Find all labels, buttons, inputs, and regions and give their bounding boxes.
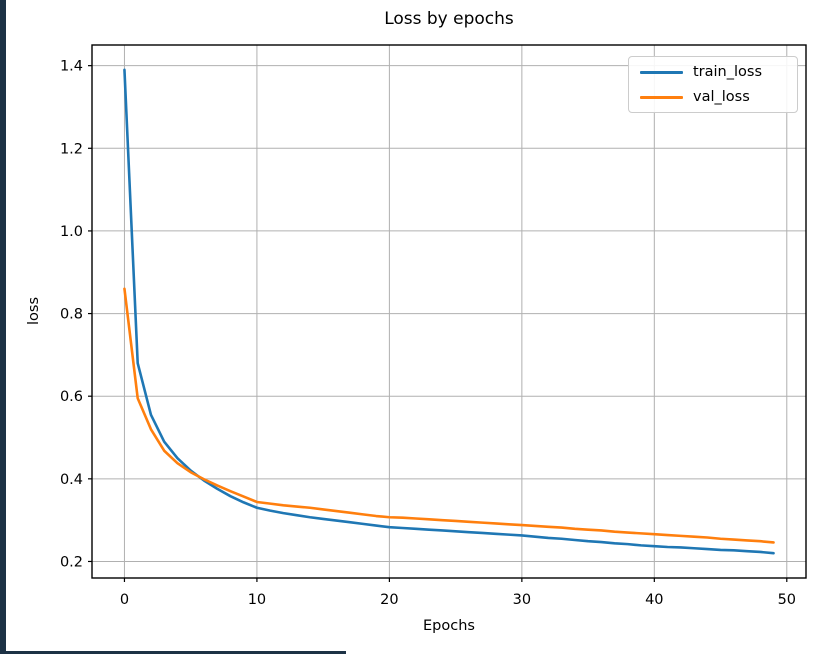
svg-text:0.6: 0.6 [60,389,83,405]
train-loss-line-icon [640,70,683,74]
svg-text:1.2: 1.2 [60,141,83,157]
window-edge-bottom [0,651,346,654]
legend-label-train-loss: train_loss [693,64,763,80]
chart-title: Loss by epochs [384,9,514,29]
svg-text:0.2: 0.2 [60,554,83,570]
svg-text:1.4: 1.4 [60,59,83,75]
legend-label-val-loss: val_loss [693,89,750,105]
window-edge-left [0,0,6,654]
svg-text:0: 0 [120,592,129,608]
legend-item-train-loss: train_loss [640,64,787,80]
legend: train_loss val_loss [628,56,798,113]
svg-text:0.8: 0.8 [60,307,83,323]
y-axis-label: loss [26,297,42,326]
svg-text:1.0: 1.0 [60,224,83,240]
legend-item-val-loss: val_loss [640,89,787,105]
svg-text:10: 10 [248,592,266,608]
svg-text:30: 30 [513,592,531,608]
svg-text:50: 50 [778,592,796,608]
val-loss-line-icon [640,95,683,99]
svg-text:0.4: 0.4 [60,472,83,488]
svg-text:20: 20 [380,592,398,608]
x-axis-label: Epochs [423,618,475,634]
svg-text:40: 40 [645,592,663,608]
